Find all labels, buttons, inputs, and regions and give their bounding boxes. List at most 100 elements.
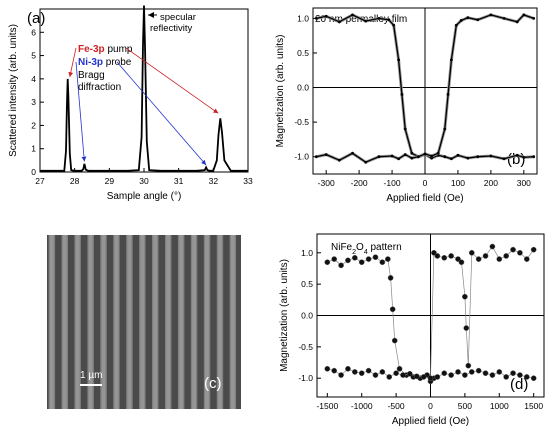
y-tick-label: 0.0	[301, 311, 313, 321]
data-point	[523, 256, 530, 262]
x-tick-label: 1000	[490, 401, 509, 411]
data-point	[351, 151, 354, 155]
data-point	[379, 259, 386, 266]
x-tick-label: 27	[35, 176, 45, 186]
data-point	[475, 367, 482, 374]
data-point	[410, 151, 414, 155]
data-point	[337, 158, 341, 162]
data-point	[434, 253, 441, 259]
data-point	[372, 372, 379, 378]
x-axis-label: Sample angle (°)	[107, 191, 182, 202]
stripe-highlight	[75, 235, 80, 409]
stripe-highlight	[153, 235, 158, 409]
data-point	[448, 253, 454, 259]
stripe-highlight	[230, 235, 235, 409]
stripe-highlight	[49, 235, 54, 409]
data-point	[331, 256, 338, 262]
data-point	[465, 362, 472, 369]
intensity-trace	[40, 5, 249, 172]
data-point	[476, 18, 480, 22]
data-point	[458, 259, 465, 266]
data-point	[449, 58, 453, 62]
data-point	[502, 16, 506, 20]
y-tick-label: 0.5	[301, 279, 313, 289]
panel-a-label: (a)	[27, 10, 45, 27]
fe-label: Fe-3p	[78, 44, 105, 55]
data-point	[365, 256, 372, 262]
data-point	[515, 153, 519, 157]
data-point	[530, 375, 537, 382]
data-point	[397, 58, 401, 62]
specular-annotation-line2: reflectivity	[150, 23, 192, 34]
y-axis-label: Magnetization (arb. units)	[279, 259, 290, 372]
specular-annotation-line1: specular	[160, 12, 196, 23]
data-point	[489, 154, 493, 158]
stripe-highlight	[140, 235, 145, 409]
data-point	[489, 372, 496, 378]
fe-arrow-right	[125, 47, 219, 114]
data-point	[403, 127, 407, 131]
y-tick-label: -0.5	[298, 342, 313, 352]
data-point	[532, 16, 536, 20]
ni-arrow-left	[75, 61, 87, 162]
hysteresis-branch-1	[316, 14, 534, 163]
data-point	[372, 254, 379, 261]
data-point	[407, 370, 413, 377]
data-point	[476, 155, 480, 159]
data-point	[420, 374, 427, 380]
x-tick-label: -1500	[316, 401, 338, 411]
data-point	[324, 153, 328, 157]
data-point	[314, 16, 318, 20]
y-axis-label: Magnetization (arb. units)	[275, 35, 286, 148]
data-point	[466, 156, 470, 160]
data-point	[413, 373, 420, 380]
y-tick-label: 0.5	[297, 48, 309, 58]
bragg-annotation-line2: diffraction	[78, 82, 121, 93]
data-point	[463, 325, 470, 331]
data-point	[459, 19, 463, 22]
data-point	[400, 372, 406, 378]
data-point	[338, 262, 344, 269]
data-point	[351, 13, 354, 17]
data-point	[522, 156, 526, 159]
y-tick-label: 1.0	[301, 248, 313, 258]
data-point	[397, 157, 401, 161]
data-point	[446, 93, 450, 96]
data-point	[410, 156, 414, 160]
title-o: O	[356, 242, 364, 253]
data-point	[345, 257, 351, 264]
data-point	[430, 154, 433, 158]
data-point	[358, 259, 365, 266]
panel-b-label: (b)	[507, 151, 525, 168]
y-tick-label: 1.0	[297, 13, 309, 23]
y-tick-label: -0.5	[294, 117, 309, 127]
data-point	[510, 370, 516, 377]
panel-d-title: NiFe2O4 pattern	[331, 242, 402, 256]
data-point	[455, 369, 461, 375]
y-tick-label: 0.0	[297, 83, 309, 93]
fe-arrow-left	[68, 47, 77, 78]
data-point	[331, 367, 338, 374]
data-point	[462, 372, 468, 378]
fe-pump-annotation: Fe-3p pump	[78, 44, 133, 55]
title-sub-4: 4	[364, 249, 368, 256]
data-point	[443, 155, 447, 159]
data-point	[449, 157, 453, 161]
data-point	[324, 259, 331, 266]
data-point	[427, 375, 434, 382]
data-point	[387, 18, 391, 22]
x-tick-label: 33	[243, 176, 253, 186]
data-point	[503, 374, 510, 380]
title-nife: NiFe	[331, 242, 353, 253]
data-point	[523, 374, 530, 380]
data-point	[351, 369, 358, 375]
x-axis-label: Applied field (Oe)	[392, 416, 469, 427]
data-point	[468, 369, 475, 375]
data-point	[436, 151, 440, 155]
data-point	[417, 155, 420, 159]
x-tick-label: -100	[384, 178, 401, 188]
data-point	[515, 20, 519, 24]
data-point	[454, 23, 458, 27]
stripe-pattern	[48, 235, 237, 409]
